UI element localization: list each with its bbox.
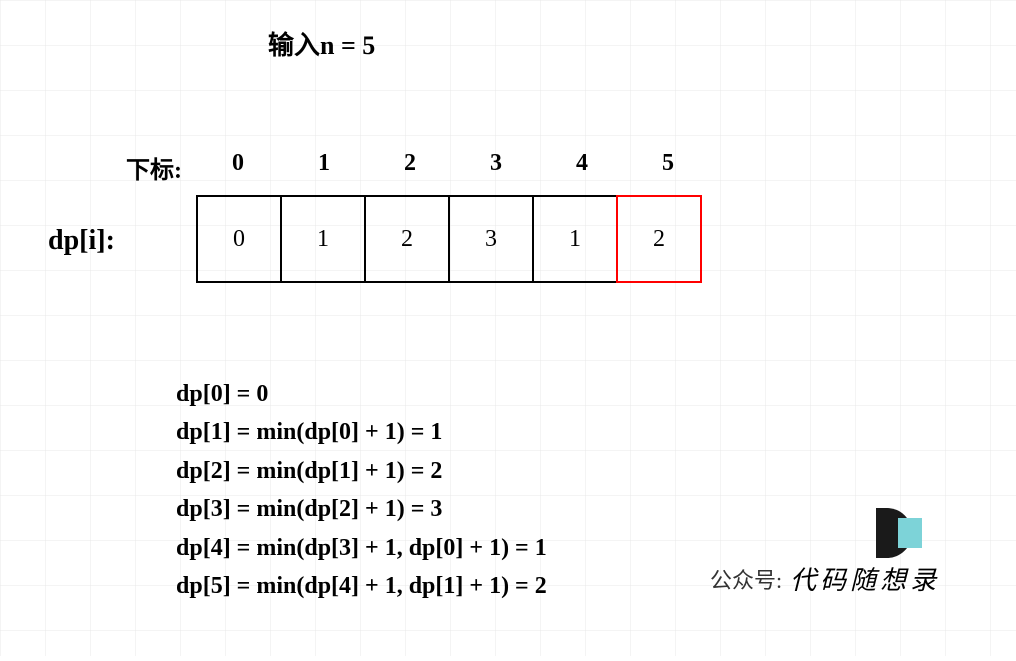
dp-cell: 1 [532, 195, 618, 283]
watermark-text: 代码随想录 [790, 560, 940, 597]
formula-line: dp[4] = min(dp[3] + 1, dp[0] + 1) = 1 [176, 529, 547, 567]
dp-cell: 2 [616, 195, 702, 283]
input-title: 输入n = 5 [268, 25, 375, 62]
watermark: 公众号: 代码随想录 [710, 560, 940, 597]
dp-cell: 0 [196, 195, 282, 283]
index-label: 下标: [126, 150, 182, 185]
index-number: 1 [304, 150, 344, 177]
index-number: 3 [476, 150, 516, 177]
index-number: 2 [390, 150, 430, 177]
dp-cell-row: 012312 [196, 195, 702, 283]
logo-light-shape [898, 518, 922, 548]
dp-cell: 1 [280, 195, 366, 283]
formula-line: dp[2] = min(dp[1] + 1) = 2 [176, 452, 547, 490]
watermark-label: 公众号: [710, 563, 782, 595]
dp-cell: 3 [448, 195, 534, 283]
index-number: 0 [218, 150, 258, 177]
logo-icon [876, 508, 926, 558]
formula-block: dp[0] = 0dp[1] = min(dp[0] + 1) = 1dp[2]… [176, 375, 547, 605]
formula-line: dp[0] = 0 [176, 375, 547, 413]
index-number: 5 [648, 150, 688, 177]
dp-array-label: dp[i]: [48, 225, 115, 257]
formula-line: dp[5] = min(dp[4] + 1, dp[1] + 1) = 2 [176, 567, 547, 605]
formula-line: dp[1] = min(dp[0] + 1) = 1 [176, 413, 547, 451]
index-number: 4 [562, 150, 602, 177]
formula-line: dp[3] = min(dp[2] + 1) = 3 [176, 490, 547, 528]
dp-cell: 2 [364, 195, 450, 283]
